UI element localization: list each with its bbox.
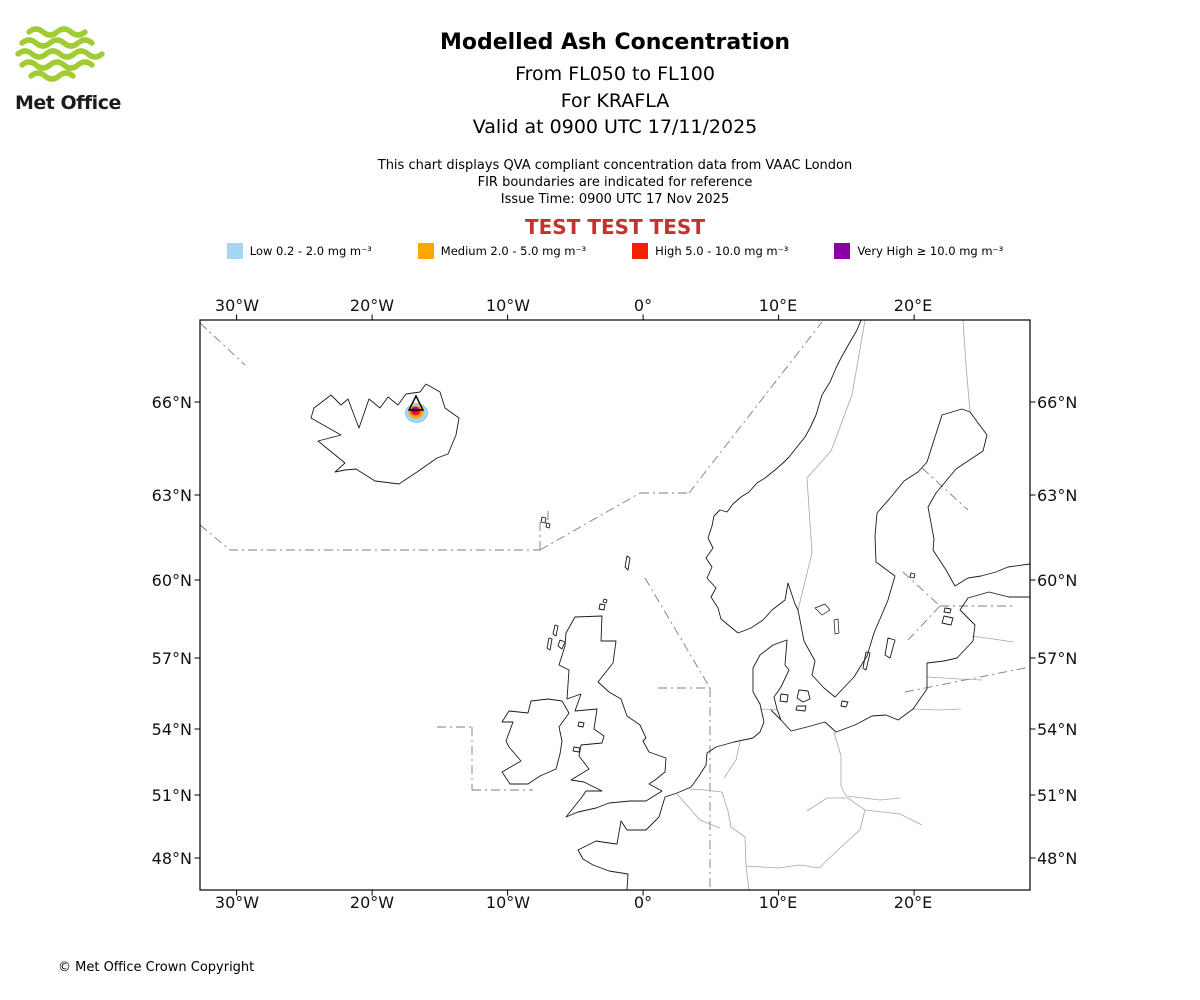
lon-label-top-30w: 30°W	[214, 296, 260, 315]
map-frame	[199, 319, 1031, 891]
lon-label-bottom-10w: 10°W	[485, 893, 531, 912]
info-qva-compliance: This chart displays QVA compliant concen…	[377, 158, 853, 173]
coastline-great-britain	[558, 615, 667, 818]
coastline-continental-europe	[577, 639, 790, 890]
legend-swatch-high-icon	[632, 243, 649, 259]
legend-swatch-very-high-icon	[834, 243, 851, 259]
legend-label-medium: Medium 2.0 - 5.0 mg m⁻³	[440, 244, 587, 258]
lat-label-left-57n: 57°N	[151, 649, 192, 668]
legend-swatch-medium-icon	[417, 243, 434, 259]
lon-label-top-20e: 20°E	[893, 296, 933, 315]
lat-label-right-51n: 51°N	[1037, 786, 1078, 805]
legend-label-very-high: Very High ≥ 10.0 mg m⁻³	[857, 244, 1004, 258]
lat-label-left-66n: 66°N	[151, 393, 192, 412]
axis-ticks	[194, 314, 1036, 896]
fir-boundaries	[200, 321, 1030, 890]
lon-label-bottom-20e: 20°E	[893, 893, 933, 912]
coastline-baltic-south	[770, 591, 1030, 733]
lat-label-left-60n: 60°N	[151, 571, 192, 590]
lat-label-left-51n: 51°N	[151, 786, 192, 805]
lon-label-top-10w: 10°W	[485, 296, 531, 315]
legend-label-high: High 5.0 - 10.0 mg m⁻³	[655, 244, 789, 258]
test-banner: TEST TEST TEST	[525, 215, 705, 239]
lon-label-top-20w: 20°W	[349, 296, 395, 315]
legend-item-high: High 5.0 - 10.0 mg m⁻³	[632, 243, 788, 259]
country-borders	[676, 320, 1015, 890]
lon-label-bottom-10e: 10°E	[758, 893, 798, 912]
lat-label-right-48n: 48°N	[1037, 849, 1078, 868]
lon-label-bottom-0: 0°	[633, 893, 653, 912]
legend: Low 0.2 - 2.0 mg m⁻³ Medium 2.0 - 5.0 mg…	[135, 243, 1095, 259]
lat-label-right-60n: 60°N	[1037, 571, 1078, 590]
copyright-notice: © Met Office Crown Copyright	[58, 960, 255, 975]
logo-wordmark: Met Office	[15, 92, 121, 114]
legend-item-low: Low 0.2 - 2.0 mg m⁻³	[226, 243, 372, 259]
page-title: Modelled Ash Concentration	[439, 30, 791, 55]
lon-label-top-0: 0°	[633, 296, 653, 315]
subtitle-volcano: For KRAFLA	[560, 90, 670, 112]
lat-label-right-66n: 66°N	[1037, 393, 1078, 412]
lakes	[814, 603, 840, 635]
legend-item-very-high: Very High ≥ 10.0 mg m⁻³	[834, 243, 1003, 259]
info-issue-time: Issue Time: 0900 UTC 17 Nov 2025	[500, 192, 730, 207]
lat-label-left-48n: 48°N	[151, 849, 192, 868]
coastline-ireland	[501, 698, 570, 785]
legend-item-medium: Medium 2.0 - 5.0 mg m⁻³	[417, 243, 587, 259]
info-fir-reference: FIR boundaries are indicated for referen…	[477, 175, 753, 190]
ash-contours	[405, 394, 428, 423]
lat-label-right-54n: 54°N	[1037, 720, 1078, 739]
lon-label-top-10e: 10°E	[758, 296, 798, 315]
lat-label-right-57n: 57°N	[1037, 649, 1078, 668]
logo-waves-icon	[15, 26, 105, 82]
subtitle-valid-time: Valid at 0900 UTC 17/11/2025	[472, 116, 758, 138]
lat-label-left-54n: 54°N	[151, 720, 192, 739]
coastline-islands	[540, 516, 954, 753]
subtitle-flight-levels: From FL050 to FL100	[515, 63, 715, 85]
met-office-logo: Met Office	[15, 26, 125, 114]
legend-label-low: Low 0.2 - 2.0 mg m⁻³	[249, 244, 372, 258]
volcano-marker-icon	[407, 394, 425, 411]
coastline-baltic	[737, 408, 1030, 698]
legend-swatch-low-icon	[226, 243, 243, 259]
lat-label-right-63n: 63°N	[1037, 486, 1078, 505]
coastline-iceland	[310, 383, 460, 485]
lon-label-bottom-30w: 30°W	[214, 893, 260, 912]
lat-label-left-63n: 63°N	[151, 486, 192, 505]
europe-map	[194, 314, 1036, 896]
lon-label-bottom-20w: 20°W	[349, 893, 395, 912]
coastline-norway	[705, 320, 862, 634]
